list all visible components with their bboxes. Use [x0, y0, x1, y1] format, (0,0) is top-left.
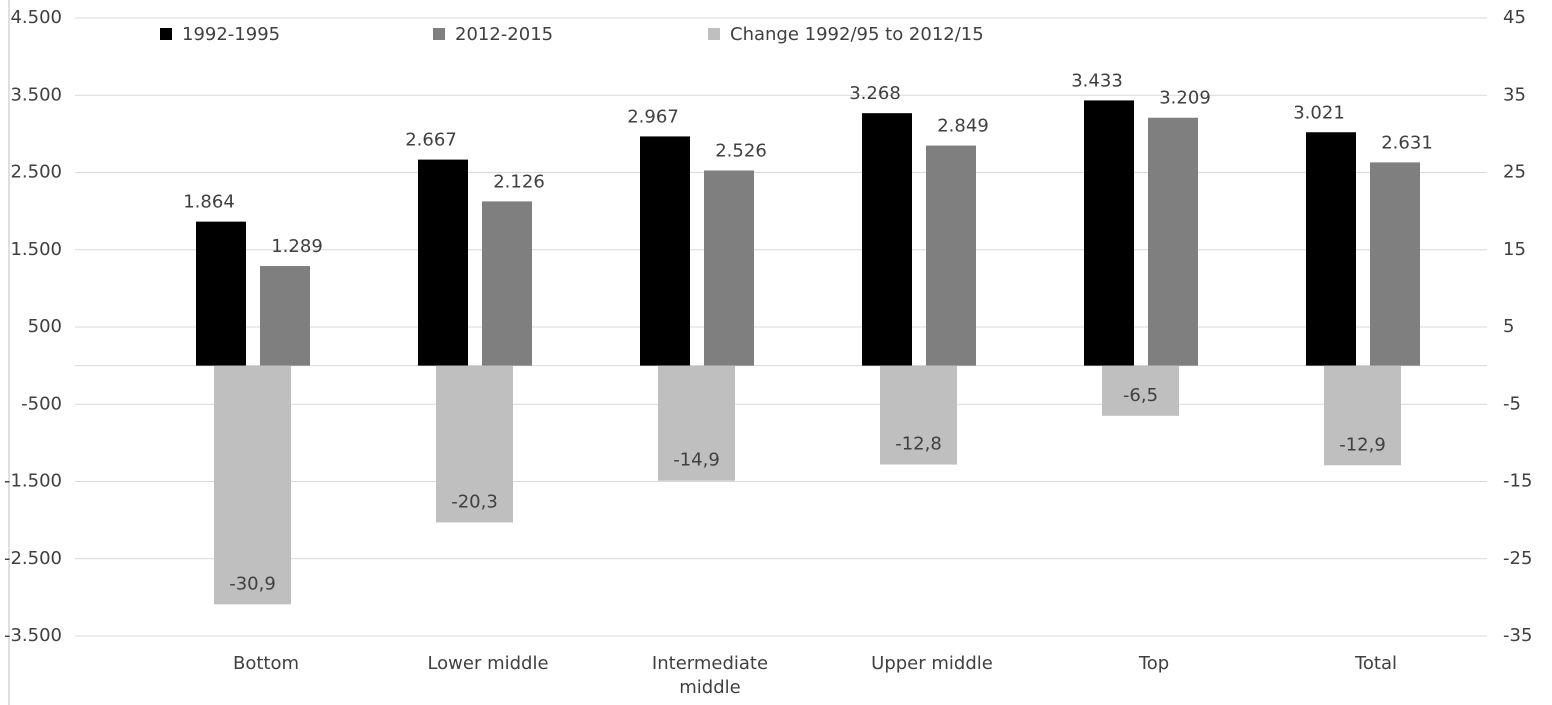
bar — [880, 365, 957, 465]
bar — [260, 266, 310, 366]
x-tick-label: Total — [1354, 653, 1398, 674]
y-tick-label: -2.500 — [4, 548, 62, 569]
y-tick-label: -3.500 — [4, 625, 62, 646]
bar — [1084, 100, 1134, 366]
y-tick-label: 4.500 — [10, 7, 62, 28]
data-label: 1.864 — [183, 192, 235, 213]
legend-swatch — [433, 28, 445, 40]
y2-tick-label: 35 — [1503, 84, 1526, 105]
data-label: 3.268 — [849, 83, 901, 104]
y-tick-label: -1.500 — [4, 471, 62, 492]
data-label: -6,5 — [1123, 385, 1158, 406]
data-label: 2.967 — [627, 106, 679, 127]
data-label: 3.209 — [1159, 88, 1211, 109]
data-label: 3.021 — [1293, 102, 1345, 123]
data-label: 2.126 — [493, 171, 545, 192]
bar — [658, 365, 735, 481]
y-tick-label: 500 — [28, 316, 62, 337]
bar — [1370, 162, 1420, 366]
legend-swatch — [708, 28, 720, 40]
data-label: -20,3 — [451, 491, 498, 512]
data-label: -14,9 — [673, 450, 720, 471]
y2-tick-label: -35 — [1503, 625, 1532, 646]
bar — [436, 365, 513, 523]
bar — [862, 113, 912, 366]
data-label: 1.289 — [271, 236, 323, 257]
bar — [926, 145, 976, 366]
bar — [704, 170, 754, 366]
y2-tick-label: 15 — [1503, 239, 1526, 260]
y-tick-label: 1.500 — [10, 239, 62, 260]
y2-tick-label: -5 — [1503, 393, 1521, 414]
bar — [640, 136, 690, 366]
data-label: 2.667 — [405, 130, 457, 151]
y2-tick-label: 5 — [1503, 316, 1514, 337]
bar — [1148, 117, 1198, 366]
y-tick-label: -500 — [21, 393, 62, 414]
y2-tick-label: 25 — [1503, 162, 1526, 183]
bar — [482, 201, 532, 366]
y2-tick-label: 45 — [1503, 7, 1526, 28]
data-label: -12,8 — [895, 434, 942, 455]
x-tick-label: Lower middle — [427, 653, 549, 674]
x-tick-label: Intermediate middle — [651, 653, 769, 698]
bar — [196, 221, 246, 366]
legend-label: 2012-2015 — [455, 24, 553, 45]
x-tick-label: Upper middle — [871, 653, 993, 674]
data-label: 2.526 — [715, 140, 767, 161]
y-tick-label: 2.500 — [10, 162, 62, 183]
y-tick-label: 3.500 — [10, 84, 62, 105]
legend-label: 1992-1995 — [182, 24, 280, 45]
bar — [1102, 365, 1179, 416]
y2-tick-label: -15 — [1503, 471, 1532, 492]
legend-swatch — [160, 28, 172, 40]
bar — [1324, 365, 1401, 466]
data-label: 2.849 — [937, 116, 989, 137]
data-label: 2.631 — [1381, 132, 1433, 153]
data-label: -30,9 — [229, 573, 276, 594]
bar — [418, 159, 468, 366]
x-tick-label: Bottom — [232, 653, 300, 674]
x-tick-label: Top — [1138, 653, 1170, 674]
bar — [214, 365, 291, 605]
data-label: 3.433 — [1071, 70, 1123, 91]
legend-label: Change 1992/95 to 2012/15 — [730, 24, 984, 45]
bar — [1306, 132, 1356, 366]
data-label: -12,9 — [1339, 434, 1386, 455]
y2-tick-label: -25 — [1503, 548, 1532, 569]
